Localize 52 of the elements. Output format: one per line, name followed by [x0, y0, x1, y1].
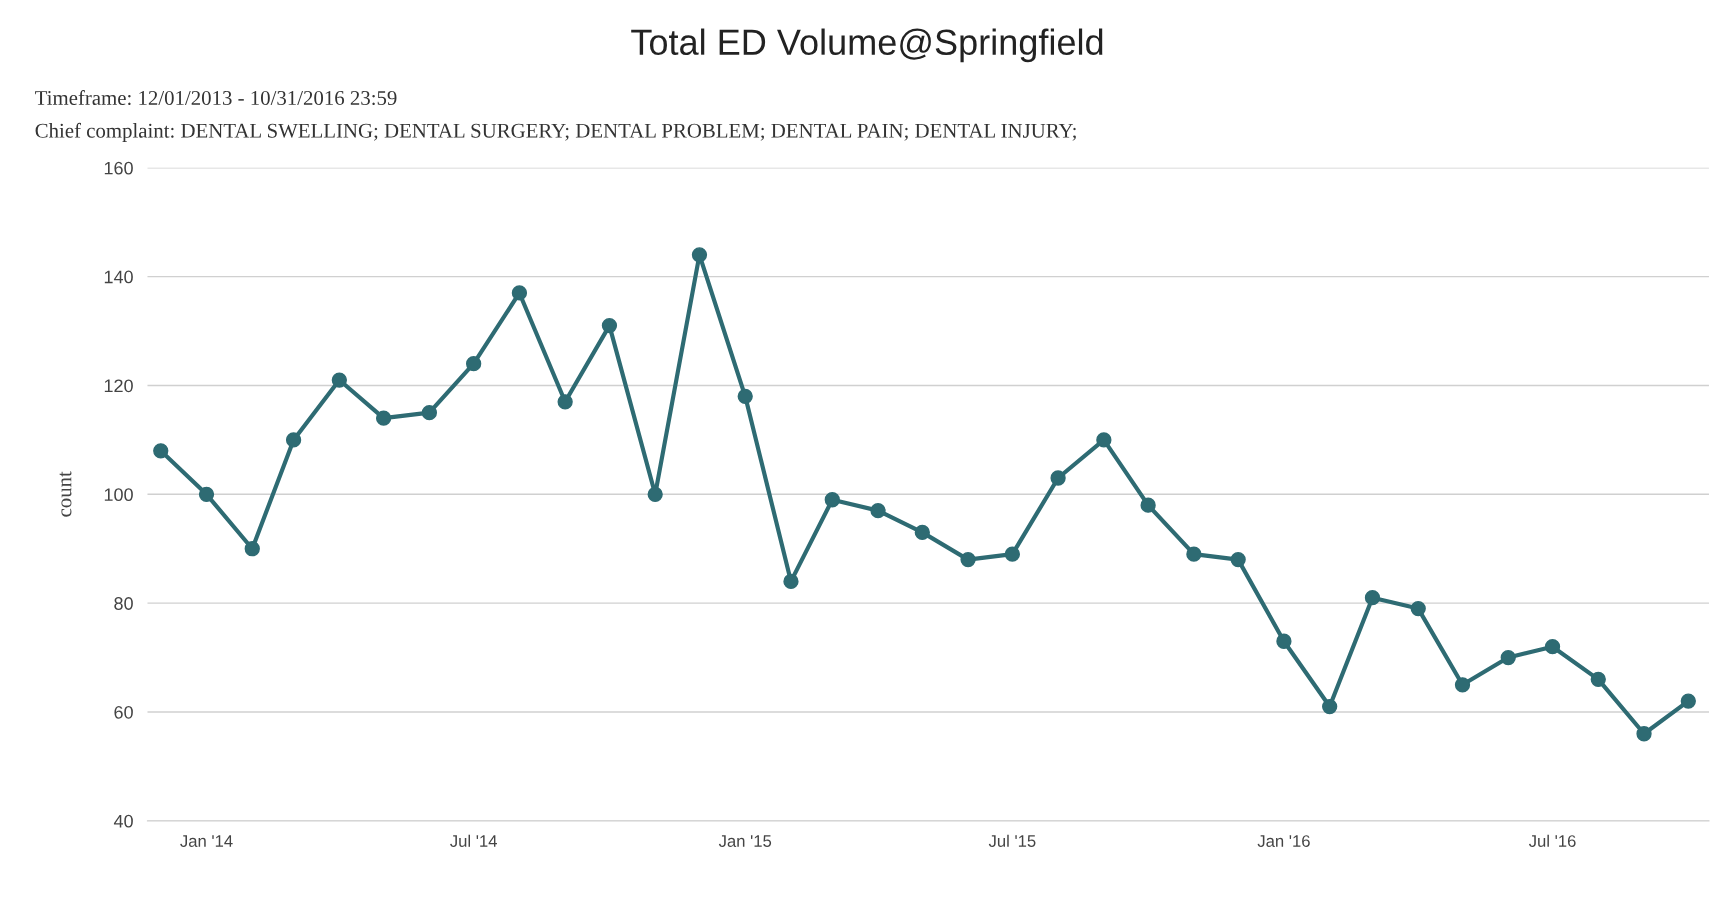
x-tick-label: Jul '16	[1528, 834, 1576, 847]
y-tick-label: 40	[113, 814, 133, 828]
point	[331, 372, 347, 388]
point	[1140, 497, 1156, 513]
y-tick-label: 100	[104, 488, 133, 502]
point	[1544, 639, 1561, 655]
point	[960, 551, 976, 568]
point	[737, 388, 753, 404]
point	[285, 432, 302, 448]
point	[1636, 726, 1652, 742]
point	[466, 356, 482, 372]
x-tick-label: Jul '14	[450, 834, 497, 847]
chart-title: Total ED Volume@Springfield	[631, 28, 1103, 63]
point	[1186, 546, 1202, 562]
point	[1454, 677, 1471, 693]
text: Timeframe: 12/01/2013 - 10/31/2016 23:59	[35, 90, 397, 106]
point	[1096, 432, 1112, 448]
point	[244, 541, 260, 557]
point	[1050, 470, 1066, 486]
x-tick-label: Jan '14	[180, 835, 233, 847]
point	[198, 486, 215, 502]
point	[557, 394, 573, 410]
point	[511, 285, 528, 301]
point	[1364, 590, 1381, 606]
point	[1322, 698, 1338, 715]
y-tick-label: 120	[104, 379, 133, 393]
point	[1500, 649, 1516, 666]
point	[375, 410, 392, 426]
point	[1410, 600, 1426, 617]
point	[783, 573, 799, 590]
point	[153, 443, 169, 459]
point	[647, 486, 663, 502]
x-tick-label: Jan '15	[718, 835, 772, 847]
text: Chief complaint: DENTAL SWELLING; DENTAL SURGERY; DENTAL PROBLEM; DENTAL PAIN; DENTAL INJURY;	[35, 122, 1076, 142]
y-tick-label: 80	[114, 597, 133, 610]
point	[914, 524, 930, 541]
point	[1230, 551, 1246, 568]
point	[1590, 671, 1606, 687]
point	[421, 405, 438, 421]
point	[870, 503, 886, 519]
x-tick-label: Jul '15	[988, 834, 1036, 847]
x-tick-label: Jan '16	[1257, 835, 1310, 847]
y-axis-title: count	[59, 471, 72, 517]
point	[1680, 693, 1696, 709]
point	[824, 492, 840, 508]
point	[1276, 633, 1292, 649]
point	[601, 317, 618, 334]
y-tick-label: 140	[104, 270, 133, 284]
point	[1004, 546, 1020, 562]
y-tick-label: 60	[114, 705, 133, 719]
y-tick-label: 160	[104, 161, 133, 175]
point	[691, 247, 708, 263]
